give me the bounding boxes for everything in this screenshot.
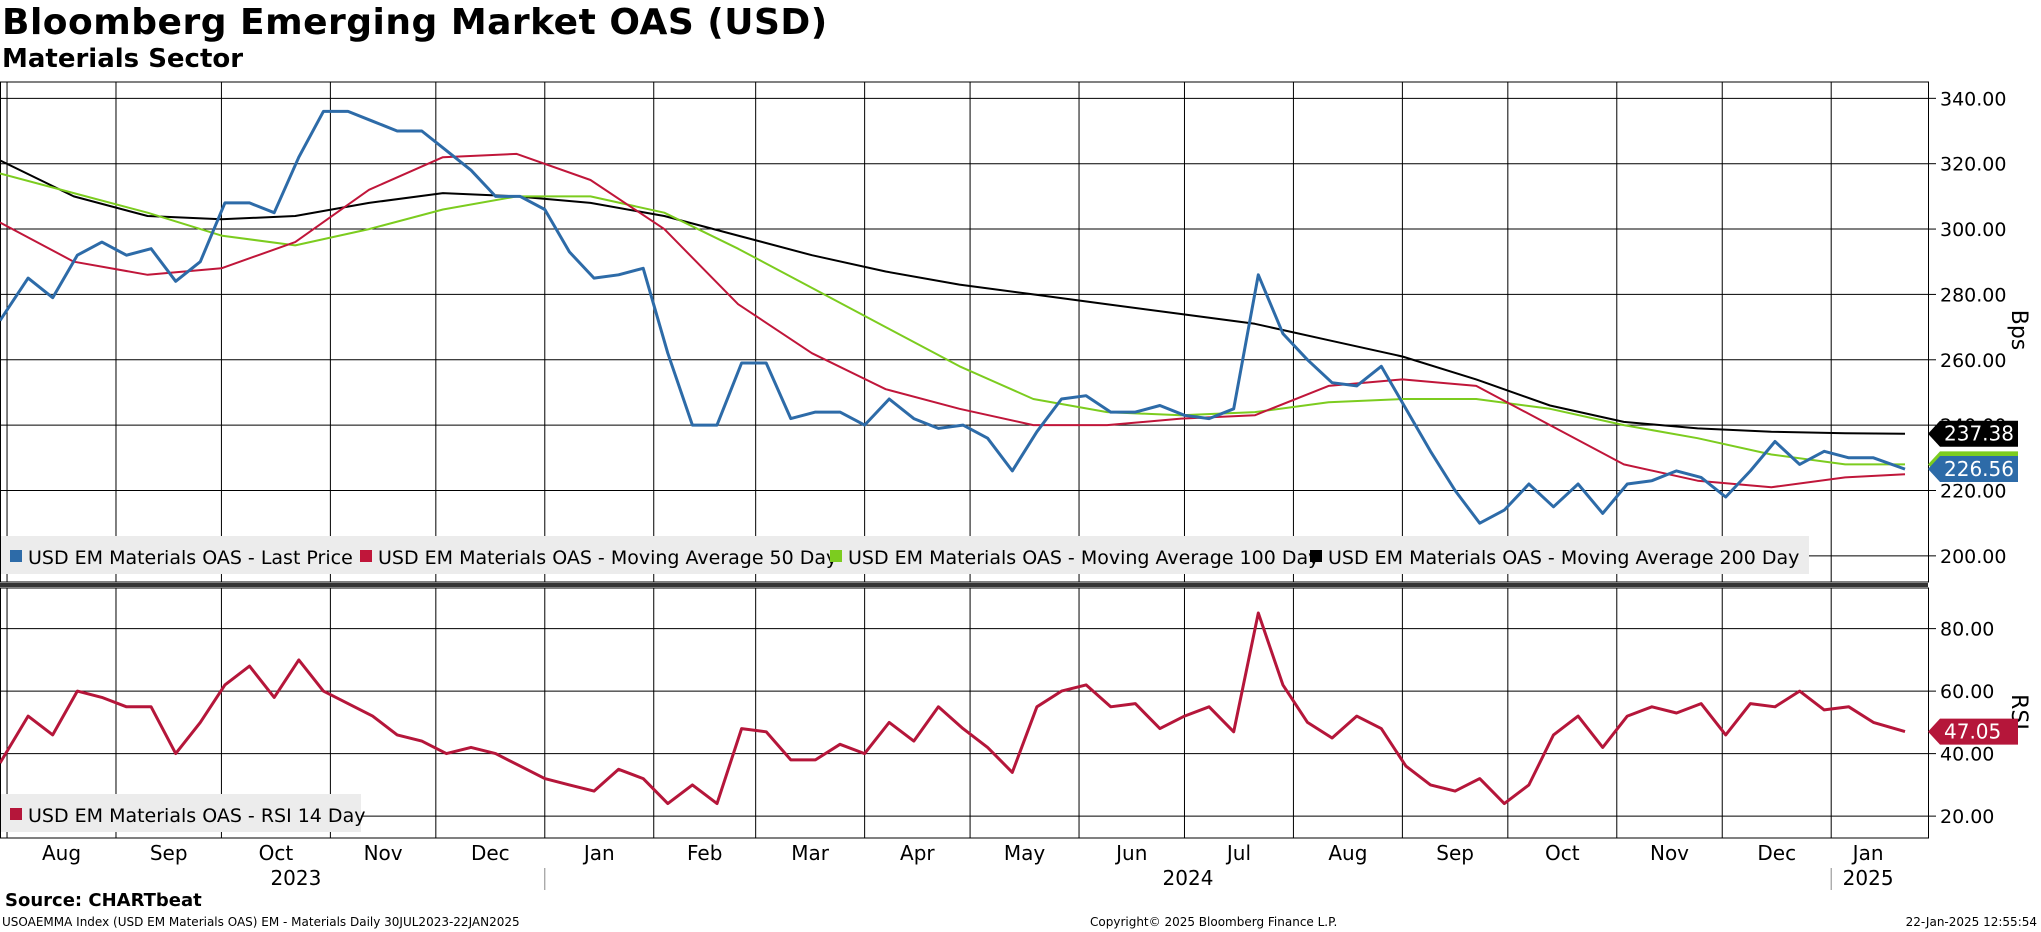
chart-subtitle: Materials Sector (2, 44, 244, 74)
y-tick-label: 300.00 (1940, 219, 2006, 241)
legend-swatch (10, 550, 22, 562)
price-last-value-bg (1928, 456, 2018, 483)
rsi-last-value: 47.05 (1944, 720, 2001, 744)
x-month-label: May (1004, 841, 1046, 865)
x-month-label: Sep (1436, 841, 1474, 865)
price-last-value: 226.56 (1944, 457, 2014, 481)
x-month-label: Oct (1545, 841, 1580, 865)
y-tick-label: 200.00 (1940, 546, 2006, 568)
chart-canvas: 340.00320.00300.00280.00260.00240.00220.… (0, 81, 2031, 890)
x-month-label: Jul (1225, 841, 1251, 865)
x-month-label: Sep (150, 841, 188, 865)
legend-label: USD EM Materials OAS - Last Price (28, 547, 353, 569)
x-month-label: Jan (582, 841, 615, 865)
x-month-label: Aug (42, 841, 81, 865)
rsi-legend-background (1, 794, 361, 832)
legend-swatch (360, 550, 372, 562)
series-ma100 (0, 172, 1905, 466)
footer-index-info: USOAEMMA Index (USD EM Materials OAS) EM… (2, 915, 520, 929)
y-tick-label: 280.00 (1940, 284, 2006, 306)
axis-layer: 340.00320.00300.00280.00260.00240.00220.… (42, 88, 2031, 890)
rsi-legend-label: USD EM Materials OAS - RSI 14 Day (28, 805, 365, 827)
y-tick-label: 320.00 (1940, 154, 2006, 176)
rsi-last-value-bg (1928, 718, 2018, 745)
x-month-label: Nov (1650, 841, 1689, 865)
ma200-last-value: 237.38 (1944, 422, 2014, 446)
source-note: Source: CHARTbeat (5, 890, 202, 911)
y-axis-title: Bps (2006, 310, 2031, 351)
rsi-tick-label: 20.00 (1940, 806, 1994, 828)
x-month-label: Mar (791, 841, 830, 865)
legend-swatch (830, 550, 842, 562)
chart-title: Bloomberg Emerging Market OAS (USD) (2, 2, 828, 43)
x-month-label: Jan (1851, 841, 1884, 865)
x-month-label: Apr (900, 841, 935, 865)
rsi-tick-label: 40.00 (1940, 744, 1994, 766)
legend-label: USD EM Materials OAS - Moving Average 10… (848, 547, 1319, 569)
y-tick-label: 220.00 (1940, 480, 2006, 502)
series-rsi (0, 611, 1906, 806)
ma200-last-value-bg (1928, 420, 2018, 447)
legend-swatch (1310, 550, 1322, 562)
y-tick-label: 340.00 (1940, 88, 2006, 110)
x-month-label: Aug (1328, 841, 1367, 865)
legend-layer: USD EM Materials OAS - Last Price USD EM … (1, 536, 1809, 832)
y-tick-label: 260.00 (1940, 350, 2006, 372)
rsi-tick-label: 80.00 (1940, 619, 1994, 641)
legend-background (1, 536, 1809, 574)
bottom-panel-frame (0, 587, 1929, 839)
x-month-label: Dec (1757, 841, 1796, 865)
last-value-layer: 237.38 226.56 47.05 (1928, 420, 2018, 745)
x-year-label: 2024 (1163, 866, 1214, 890)
top-panel-frame (0, 81, 1929, 583)
legend-label: USD EM Materials OAS - Moving Average 50… (378, 547, 837, 569)
series-ma50 (0, 152, 1906, 489)
x-month-label: Nov (364, 841, 403, 865)
series-layer (0, 109, 1906, 806)
series-ma200 (0, 159, 1906, 435)
x-month-label: Jun (1114, 841, 1147, 865)
footer-copyright: Copyright© 2025 Bloomberg Finance L.P. (1090, 915, 1338, 929)
x-month-label: Feb (687, 841, 722, 865)
top-panel-grid (0, 81, 1929, 587)
x-month-label: Oct (259, 841, 294, 865)
x-year-label: 2023 (270, 866, 321, 890)
x-month-label: Dec (471, 841, 510, 865)
rsi-tick-label: 60.00 (1940, 681, 1994, 703)
rsi-legend-swatch (10, 808, 22, 820)
series-last-price (0, 109, 1906, 525)
footer-timestamp: 22-Jan-2025 12:55:54 (1905, 915, 2037, 929)
x-year-label: 2025 (1843, 866, 1894, 890)
legend-label: USD EM Materials OAS - Moving Average 20… (1328, 547, 1799, 569)
